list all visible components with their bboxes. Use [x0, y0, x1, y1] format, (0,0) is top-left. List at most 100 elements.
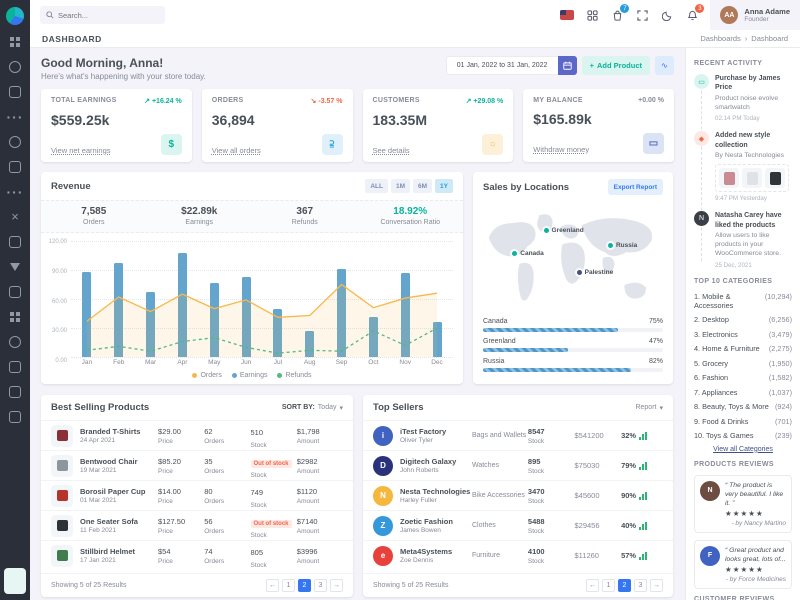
seller-amount: $541200 — [574, 431, 604, 440]
orders-cell: 56 Orders — [204, 516, 225, 535]
x-tick: Aug — [303, 359, 316, 366]
stat-value: 183.35M — [372, 112, 427, 128]
sidebar-menu-icon[interactable] — [9, 235, 22, 248]
export-report-button[interactable]: Export Report — [607, 179, 663, 195]
sidebar-menu-icon[interactable] — [9, 385, 22, 398]
fullscreen-button[interactable] — [635, 8, 649, 22]
sidebar-menu-icon[interactable] — [9, 35, 22, 48]
sidebar-menu-icon[interactable] — [9, 210, 22, 223]
dark-mode-button[interactable] — [660, 8, 674, 22]
sidebar-menu-icon[interactable] — [9, 110, 22, 123]
activity-product-image — [765, 168, 785, 189]
greeting-row: Good Morning, Anna! Here's what's happen… — [41, 56, 674, 81]
prev-page-button[interactable]: ← — [586, 579, 599, 592]
seller-logo: Z — [373, 515, 393, 536]
review-text: “ Great product and looks great, lots of… — [725, 546, 786, 563]
notifications-button[interactable]: 3 — [685, 4, 705, 22]
sidebar-menu-icon[interactable] — [9, 310, 22, 323]
search-input[interactable] — [58, 10, 158, 20]
sidebar-menu-icon[interactable] — [9, 60, 22, 73]
sidebar-menu-icon[interactable] — [9, 360, 22, 373]
sidebar-menu-icon[interactable] — [9, 85, 22, 98]
calendar-button[interactable] — [557, 56, 577, 75]
sidebar-menu-icon[interactable] — [9, 135, 22, 148]
next-page-button[interactable]: → — [650, 579, 663, 592]
page-button[interactable]: 2 — [298, 579, 311, 592]
seller-person: Harley Fuller — [400, 497, 437, 504]
location-progress-row: Canada 75% — [483, 318, 663, 332]
page-button[interactable]: 3 — [314, 579, 327, 592]
page-button[interactable]: 3 — [634, 579, 647, 592]
prev-page-button[interactable]: ← — [266, 579, 279, 592]
search-box[interactable] — [40, 6, 165, 24]
cart-button[interactable]: 7 — [610, 4, 630, 22]
legend-item[interactable]: Refunds — [277, 372, 312, 379]
chevron-down-icon: ▾ — [659, 404, 663, 412]
sidebar-menu-icon[interactable] — [9, 285, 22, 298]
language-flag-button[interactable] — [560, 8, 575, 22]
category-row: 5. Grocery (1,950) — [694, 358, 792, 368]
location-progress-row: Russia 82% — [483, 358, 663, 372]
add-product-button[interactable]: + Add Product — [581, 56, 650, 75]
activity-product-image — [742, 168, 762, 189]
star-icon: ★ — [740, 565, 749, 575]
activity-shortcut-button[interactable]: ∿ — [655, 56, 674, 75]
shopping-bag-icon — [613, 10, 622, 21]
sidebar-menu-icon[interactable] — [9, 410, 22, 423]
stock-cell: 510 Stock — [250, 428, 267, 449]
review-text: “ The product is very beautiful. I like … — [725, 481, 784, 507]
date-range-input[interactable] — [445, 56, 558, 75]
legend-item[interactable]: Earnings — [231, 372, 267, 379]
seller-amount: $29456 — [574, 521, 600, 530]
amount-cell: $7140 Amount — [296, 516, 320, 535]
sidebar-menu-icon[interactable] — [9, 160, 22, 173]
range-button[interactable]: 1Y — [435, 179, 453, 193]
range-button[interactable]: 1M — [390, 179, 411, 193]
page-button[interactable]: 1 — [602, 579, 615, 592]
amount-cell: $1120 Amount — [296, 486, 320, 505]
user-menu[interactable]: AA Anna Adame Founder — [710, 0, 800, 30]
report-dropdown[interactable]: Report ▾ — [635, 404, 663, 412]
page-button[interactable]: 1 — [282, 579, 295, 592]
seller-logo: e — [373, 545, 393, 566]
seller-amount: $75030 — [574, 461, 600, 470]
stat-link[interactable]: View net earnings — [51, 146, 111, 155]
mini-chart-icon — [639, 551, 648, 560]
sales-by-locations-card: Sales by Locations Export Report — [473, 172, 673, 384]
sort-by-dropdown[interactable]: SORT BY: Today ▾ — [281, 404, 343, 412]
location-progress-list: Canada 75% Greenland 47% Russia 82% — [473, 314, 673, 382]
best-selling-rows: Branded T-Shirts 24 Apr 2021 $29.00 Price… — [41, 420, 353, 573]
breadcrumb-root[interactable]: Dashboards — [700, 34, 741, 43]
y-tick: 60.00 — [51, 298, 67, 305]
date-range-picker — [445, 56, 577, 75]
range-button[interactable]: 6M — [413, 179, 433, 193]
price-cell: $85.20 Price — [158, 456, 181, 475]
main-content: Good Morning, Anna! Here's what's happen… — [30, 48, 685, 600]
next-page-button[interactable]: → — [330, 579, 343, 592]
tag-icon: ◆ — [694, 131, 709, 147]
view-all-categories-link[interactable]: View all Categories — [713, 445, 773, 453]
orders-cell: 74 Orders — [204, 546, 225, 565]
stat-link[interactable]: Withdraw money — [533, 145, 590, 154]
seller-amount: $45600 — [574, 491, 600, 500]
x-tick: Feb — [113, 359, 125, 366]
category-row: 4. Home & Furniture (2,275) — [694, 344, 792, 354]
stat-link[interactable]: See details — [372, 146, 410, 155]
sidebar-menu-icon[interactable] — [9, 335, 22, 348]
revenue-stat: 7,585 Orders — [81, 206, 107, 226]
stat-link[interactable]: View all orders — [211, 146, 261, 155]
revenue-legend: Orders Earnings Refunds — [41, 368, 463, 384]
legend-item[interactable]: Orders — [192, 372, 222, 379]
user-circle-icon: ○ — [482, 134, 504, 155]
range-button[interactable]: ALL — [365, 179, 388, 193]
sidebar-menu-icon[interactable] — [9, 185, 22, 198]
seller-category: Bags and Wallets — [472, 432, 527, 439]
seller-row: D Digitech Galaxy John Roberts Watches 8… — [363, 450, 673, 480]
seller-percent: 40% — [621, 521, 663, 530]
apps-menu-button[interactable] — [585, 8, 599, 22]
activity-time: 9:47 PM Yesterday — [715, 195, 767, 203]
sidebar-menu-icon[interactable] — [9, 260, 22, 273]
page-button[interactable]: 2 — [618, 579, 631, 592]
top-sellers-title: Top Sellers — [373, 402, 424, 413]
app-logo[interactable] — [6, 7, 24, 25]
